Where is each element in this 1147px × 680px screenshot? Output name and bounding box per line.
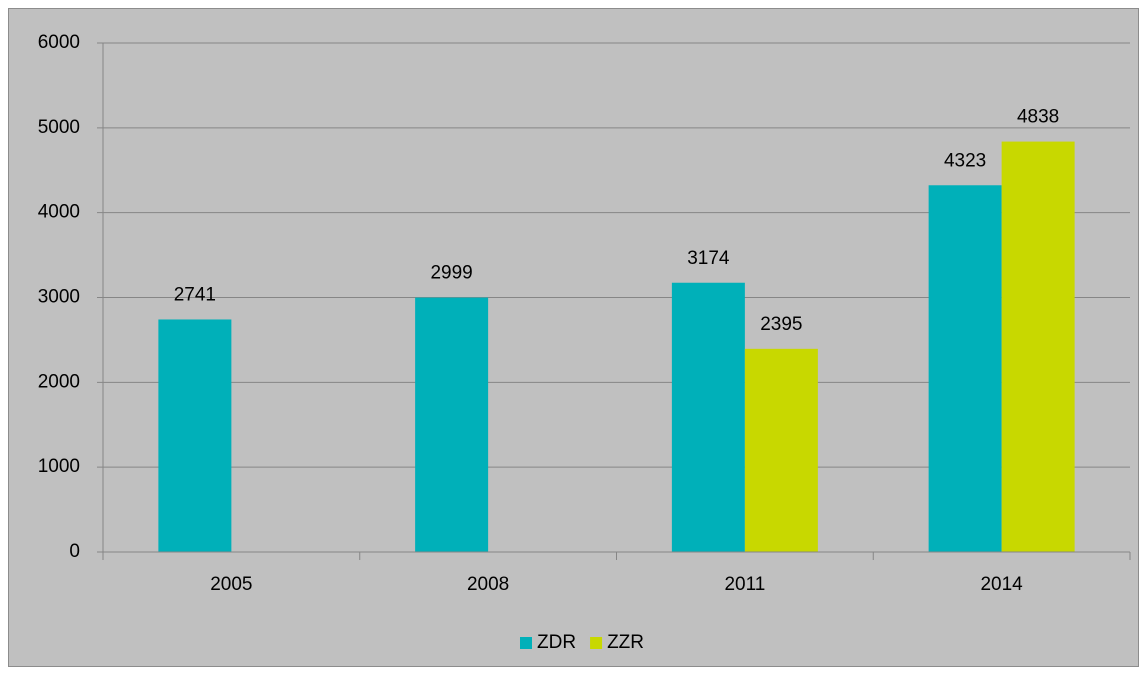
data-label: 2999 [430, 263, 472, 284]
y-tick-label: 0 [69, 541, 80, 562]
x-tick-label: 2005 [210, 574, 252, 595]
bar [928, 185, 1002, 552]
data-label: 4838 [1017, 107, 1059, 128]
data-label: 2395 [760, 314, 802, 335]
data-label: 2741 [174, 284, 216, 305]
y-tick-label: 5000 [38, 117, 80, 138]
y-tick-label: 2000 [38, 371, 80, 392]
y-tick-label: 4000 [38, 202, 80, 223]
data-label: 3174 [687, 248, 730, 269]
legend-label: ZDR [537, 632, 576, 653]
x-tick-label: 2011 [724, 574, 765, 595]
y-tick-label: 3000 [38, 287, 80, 308]
legend-swatch [520, 637, 532, 649]
legend-swatch [590, 637, 603, 649]
y-tick-label: 1000 [38, 456, 80, 477]
data-label: 4323 [944, 150, 986, 171]
y-tick-label: 6000 [38, 32, 80, 53]
x-tick-label: 2008 [467, 574, 509, 595]
legend-label: ZZR [607, 632, 644, 653]
bar [415, 297, 489, 552]
bar [158, 319, 232, 552]
bar [744, 348, 818, 552]
bar [1001, 141, 1075, 552]
bar [671, 282, 745, 552]
x-tick-label: 2014 [980, 574, 1023, 595]
